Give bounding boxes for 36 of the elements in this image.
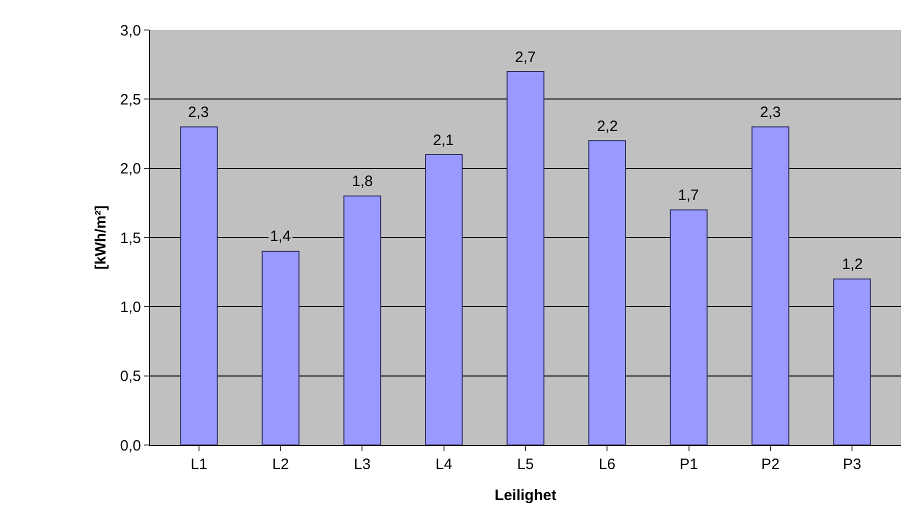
y-tick-label: 0,0 xyxy=(120,437,141,454)
y-tick-label: 1,5 xyxy=(120,230,141,247)
bar xyxy=(425,154,463,445)
data-label: 2,2 xyxy=(597,118,618,135)
data-label: 1,8 xyxy=(352,173,373,190)
bar xyxy=(343,196,382,445)
y-tick-label: 3,0 xyxy=(120,22,141,40)
y-tick-label: 0,5 xyxy=(120,368,141,386)
y-axis-title: [kWh/m²] xyxy=(92,205,110,270)
x-tick-label: L3 xyxy=(354,456,371,473)
x-tick-label: P3 xyxy=(842,456,862,473)
bar xyxy=(180,126,218,445)
data-label: 1,2 xyxy=(842,256,863,273)
x-tick-label: L5 xyxy=(517,456,534,473)
x-tick-label: P2 xyxy=(761,456,780,473)
x-tick-label: L6 xyxy=(598,456,616,473)
data-label: 2,1 xyxy=(433,132,454,149)
data-label: 2,3 xyxy=(188,104,209,121)
bar xyxy=(588,140,626,445)
x-tick-label: L4 xyxy=(436,456,452,473)
x-tick-label: L1 xyxy=(190,456,208,473)
y-tick-label: 2,0 xyxy=(120,160,141,178)
y-tick-label: 2,5 xyxy=(120,91,141,108)
data-label: 1,7 xyxy=(678,187,699,204)
y-tick-label: 1,0 xyxy=(120,298,141,316)
data-label: 2,3 xyxy=(760,104,781,121)
data-label: 2,7 xyxy=(515,49,536,66)
x-tick-label: L2 xyxy=(272,456,289,473)
bar xyxy=(506,71,544,445)
bar xyxy=(670,209,708,445)
bar xyxy=(262,250,300,445)
x-axis-title: Leilighet xyxy=(494,487,556,504)
bar xyxy=(752,126,790,445)
data-label: 1,4 xyxy=(270,228,291,245)
bar xyxy=(833,278,871,445)
x-tick-label: P1 xyxy=(680,456,698,473)
